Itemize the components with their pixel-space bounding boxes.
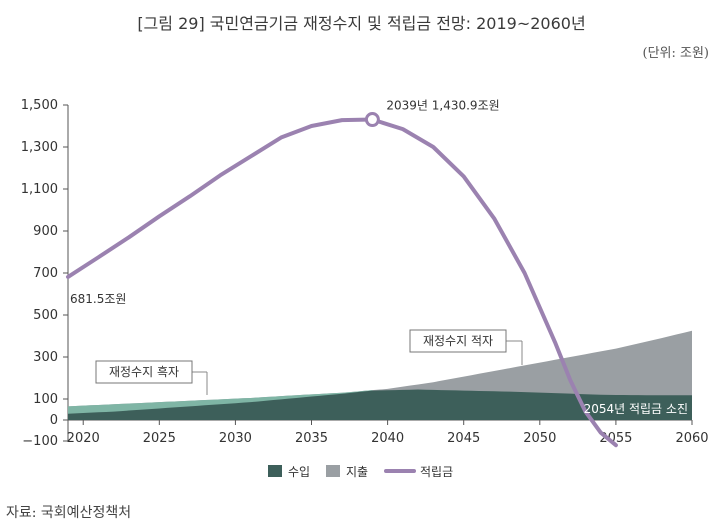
x-tick-label: 2060 (675, 431, 708, 446)
depletion-label: 2054년 적립금 소진 (584, 402, 688, 416)
legend-swatch-0 (268, 465, 282, 477)
x-tick-label: 2040 (371, 431, 404, 446)
legend-label: 수입 (288, 465, 310, 479)
x-tick-label: 2045 (447, 431, 480, 446)
y-tick-label: 500 (33, 308, 58, 323)
y-tick-label: 1,300 (21, 140, 58, 155)
peak-marker (364, 112, 380, 128)
legend-group: 수입 지출 적립금 (268, 465, 453, 479)
y-tick-label: 1,500 (21, 98, 58, 113)
x-tick-label: 2050 (523, 431, 556, 446)
income-area (68, 389, 692, 420)
legend-label: 지출 (346, 465, 368, 479)
y-tick-label: 0 (50, 413, 58, 428)
start-value-label: 681.5조원 (70, 292, 126, 306)
y-tick-label: 1,100 (21, 182, 58, 197)
y-tick-label: 100 (33, 392, 58, 407)
y-tick-label: −100 (22, 434, 58, 449)
surplus-box-label: 재정수지 흑자 (109, 365, 179, 379)
x-tick-label: 2035 (295, 431, 328, 446)
unit-label: (단위: 조원) (642, 46, 710, 61)
x-tick-label: 2025 (143, 431, 176, 446)
source-note: 자료: 국회예산정책처 (6, 505, 132, 521)
y-tick-label: 300 (33, 350, 58, 365)
x-tick-label: 2055 (599, 431, 632, 446)
x-tick-label: 2020 (67, 431, 100, 446)
y-tick-label: 700 (33, 266, 58, 281)
y-tick-label: 900 (33, 224, 58, 239)
areas-group (68, 330, 692, 420)
legend-swatch-1 (326, 465, 340, 477)
deficit-box (409, 329, 507, 353)
peak-label: 2039년 1,430.9조원 (386, 99, 499, 113)
deficit-box-label: 재정수지 적자 (423, 334, 493, 348)
legend-label: 적립금 (420, 465, 453, 479)
chart-title: [그림 29] 국민연금기금 재정수지 및 적립금 전망: 2019~2060년 (137, 14, 586, 33)
surplus-box (95, 360, 193, 384)
x-tick-label: 2030 (219, 431, 252, 446)
